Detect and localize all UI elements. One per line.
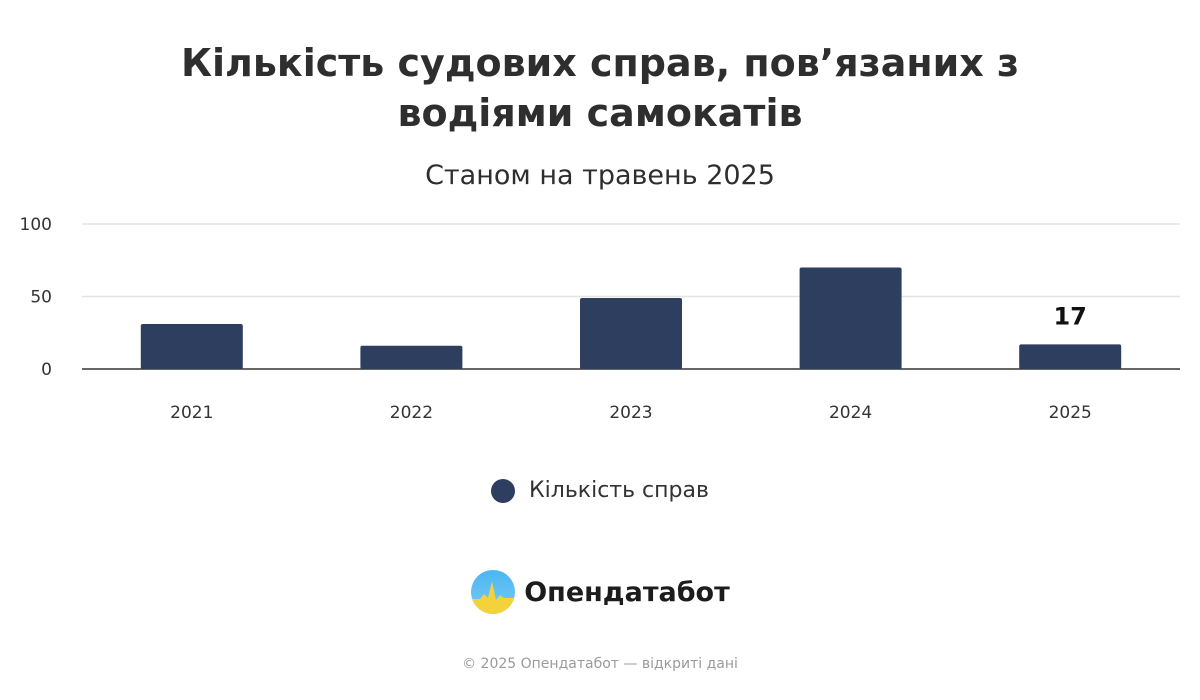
- legend-label: Кількість справ: [529, 478, 709, 503]
- x-tick-label: 2022: [390, 403, 433, 423]
- legend-marker: [491, 478, 516, 503]
- chart-subtitle: Станом на травень 2025: [425, 160, 775, 191]
- bar-chart: 0 50 100 2021 2022 2023 2024 2025 17: [20, 215, 1180, 423]
- legend[interactable]: Кількість справ: [0, 478, 1200, 503]
- opendatabot-logo: Опендатабот: [0, 569, 1200, 615]
- bar-2021: [140, 324, 243, 369]
- x-tick-label: 2024: [829, 403, 872, 423]
- x-tick-label: 2023: [609, 403, 652, 423]
- data-label: 17: [1053, 302, 1086, 330]
- y-tick-label: 50: [30, 288, 52, 308]
- y-tick-label: 0: [41, 360, 52, 380]
- bar-2022: [360, 345, 463, 369]
- opendatabot-logo-icon: [471, 570, 516, 614]
- bar-2025: [1019, 344, 1122, 369]
- bar-2023: [580, 297, 682, 369]
- chart-title: Кількість судових справ, пов’язаних з во…: [180, 41, 1020, 135]
- x-tick-label: 2025: [1049, 403, 1092, 423]
- footer-copyright: © 2025 Опендатабот — відкриті дані: [462, 656, 738, 672]
- bar-2024: [799, 267, 902, 369]
- x-tick-label: 2021: [170, 403, 213, 423]
- logo-text: Опендатабот: [524, 576, 730, 608]
- y-tick-label: 100: [20, 215, 52, 235]
